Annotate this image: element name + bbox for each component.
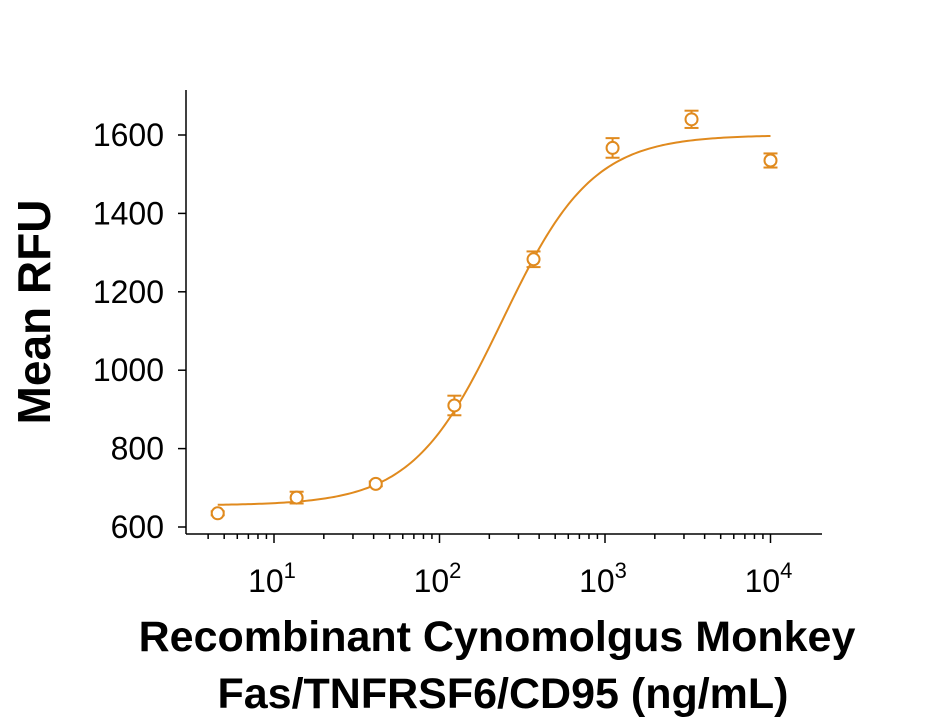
data-point-group bbox=[289, 490, 304, 505]
data-point bbox=[210, 506, 225, 521]
y-tick-label: 600 bbox=[111, 509, 164, 545]
data-point-group bbox=[684, 109, 699, 129]
x-axis-title-line1: Recombinant Cynomolgus Monkey bbox=[139, 613, 856, 661]
x-tick-label: 104 bbox=[745, 558, 793, 599]
data-point-group bbox=[526, 250, 541, 269]
fit-curve bbox=[217, 134, 771, 506]
y-tick-label: 1000 bbox=[93, 352, 164, 388]
data-point-group bbox=[605, 137, 620, 159]
data-point-group bbox=[447, 394, 462, 417]
x-axis: 101 102 103 104 bbox=[186, 533, 822, 599]
x-tick-label: 103 bbox=[579, 558, 627, 599]
y-tick-label: 800 bbox=[111, 431, 164, 467]
data-point-group bbox=[368, 476, 383, 491]
data-point-group bbox=[210, 506, 225, 521]
data-point bbox=[368, 476, 383, 491]
y-axis-title: Mean RFU bbox=[8, 200, 60, 425]
data-point bbox=[684, 112, 699, 127]
y-tick-label: 1200 bbox=[93, 274, 164, 310]
data-point bbox=[526, 252, 541, 267]
y-tick-label: 1600 bbox=[93, 117, 164, 153]
data-point bbox=[605, 140, 620, 155]
data-point bbox=[447, 398, 462, 413]
x-tick-label: 101 bbox=[248, 558, 296, 599]
y-axis: 600 800 1000 1200 1400 1600 bbox=[93, 90, 187, 545]
y-tick-label: 1400 bbox=[93, 195, 164, 231]
data-point bbox=[763, 153, 778, 168]
data-points bbox=[210, 109, 778, 521]
data-point bbox=[289, 490, 304, 505]
x-tick-label: 102 bbox=[414, 558, 462, 599]
data-point-group bbox=[763, 152, 778, 169]
x-axis-title-line2: Fas/TNFRSF6/CD95 (ng/mL) bbox=[218, 670, 789, 718]
